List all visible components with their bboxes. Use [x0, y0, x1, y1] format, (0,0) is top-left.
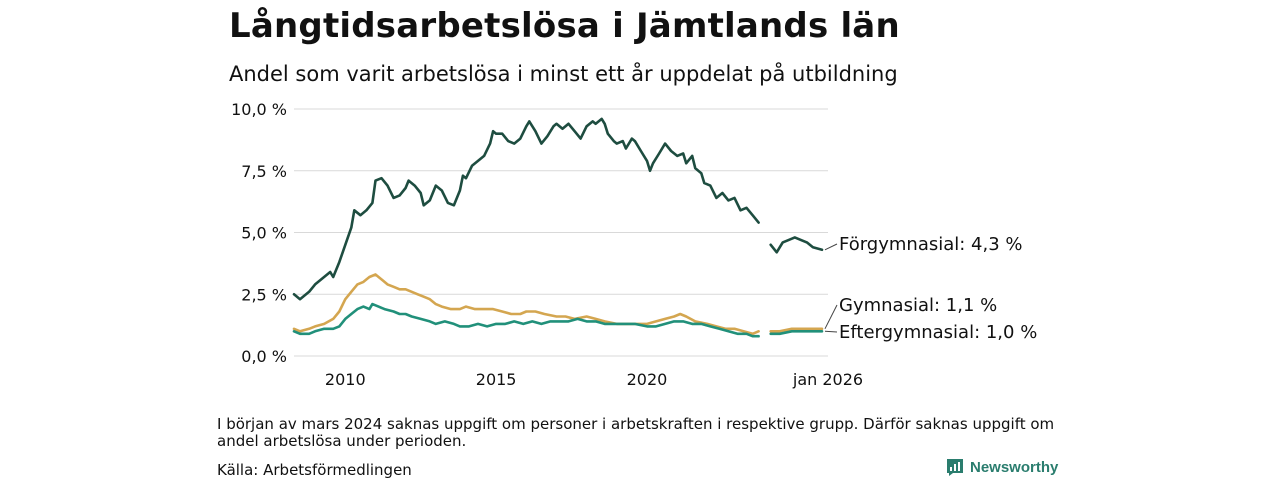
series-end-labels: Förgymnasial: 4,3 % Gymnasial: 1,1 % Efter… — [824, 234, 1037, 343]
brand-name: Newsworthy — [970, 459, 1059, 476]
x-tick-label: 2020 — [627, 370, 668, 389]
series-lines — [292, 117, 824, 338]
series-line-förgymnasial-after-gap — [769, 236, 824, 254]
chart-subtitle: Andel som varit arbetslösa i minst ett å… — [229, 62, 898, 86]
series-label-eftergymnasial: Eftergymnasial: 1,0 % — [839, 322, 1037, 343]
source-credit: Källa: Arbetsförmedlingen — [217, 461, 412, 479]
y-tick-label: 0,0 % — [241, 347, 287, 366]
series-line-förgymnasial — [292, 117, 760, 301]
x-tick-label: 2010 — [325, 370, 366, 389]
y-tick-label: 10,0 % — [231, 100, 287, 119]
label-connector — [824, 304, 838, 330]
grid-lines — [294, 108, 828, 357]
brand-logo: Newsworthy — [946, 458, 1058, 477]
series-line-eftergymnasial — [292, 302, 760, 338]
y-tick-label: 7,5 % — [241, 162, 287, 181]
y-axis-ticks: 0,0 % 2,5 % 5,0 % 7,5 % 10,0 % — [231, 100, 287, 366]
label-connector — [824, 243, 838, 251]
label-connector — [824, 330, 838, 333]
x-tick-label: 2015 — [476, 370, 517, 389]
chart-title: Långtidsarbetslösa i Jämtlands län — [229, 6, 900, 46]
series-label-gymnasial: Gymnasial: 1,1 % — [839, 295, 997, 316]
series-line-gymnasial-after-gap — [769, 327, 824, 333]
y-tick-label: 5,0 % — [241, 224, 287, 243]
line-chart: 0,0 % 2,5 % 5,0 % 7,5 % 10,0 % 2010 2015 2020 j… — [231, 100, 1037, 389]
x-tick-label: jan 2026 — [792, 370, 863, 389]
bar-chart-icon — [947, 459, 963, 476]
footnote: I början av mars 2024 saknas uppgift om … — [217, 415, 1055, 450]
series-line-eftergymnasial-after-gap — [769, 330, 824, 336]
series-line-gymnasial — [292, 273, 760, 336]
y-tick-label: 2,5 % — [241, 285, 287, 304]
series-label-förgymnasial: Förgymnasial: 4,3 % — [839, 234, 1023, 255]
x-axis-ticks: 2010 2015 2020 jan 2026 — [325, 370, 863, 389]
